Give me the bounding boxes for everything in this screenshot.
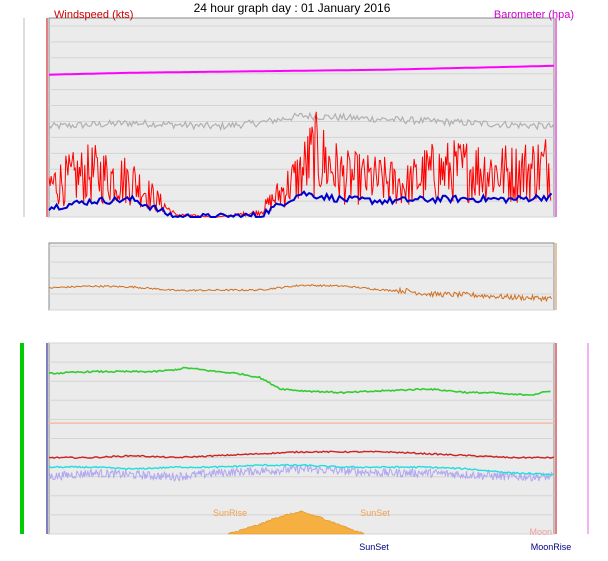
moon-label: Moon — [529, 527, 552, 537]
humidity-series-line — [48, 366, 551, 397]
windspeed-axis-label: Windspeed (kts) — [54, 9, 133, 21]
humidity-axis-bar — [20, 343, 24, 534]
dew-point-series-line — [48, 463, 555, 477]
uv-series-line — [48, 464, 555, 482]
bottom-moonrise-label: MoonRise — [531, 542, 572, 552]
panel2-plot-area — [48, 242, 555, 311]
bottom-sunset-label: SunSet — [359, 542, 389, 552]
panel3-grid — [49, 342, 554, 535]
chart-title: 24 hour graph day : 01 January 2016 — [194, 1, 391, 15]
wind-direction-series-line — [48, 284, 552, 303]
windspeed-series-line — [48, 111, 552, 218]
barometer-series-line — [48, 64, 555, 76]
panel3-humidity-ticks — [20, 343, 24, 534]
gust-series-line — [48, 111, 555, 132]
panel1-series — [48, 64, 555, 219]
sunrise-label: SunRise — [213, 508, 247, 518]
temperature-series-line — [48, 450, 555, 460]
sunset-label: SunSet — [360, 508, 390, 518]
panel3-series — [48, 366, 555, 535]
solar-series-area — [227, 510, 365, 535]
average-windspeed-series-line — [48, 190, 553, 219]
barometer-axis-label: Barometer (hpa) — [494, 9, 574, 21]
panel2-series — [48, 284, 552, 303]
